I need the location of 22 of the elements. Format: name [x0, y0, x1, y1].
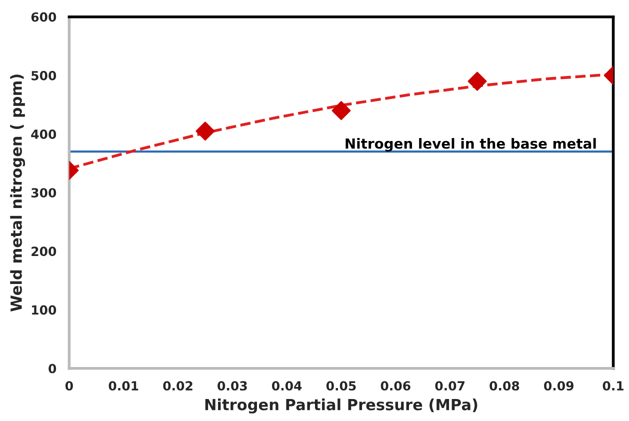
x-axis-title: Nitrogen Partial Pressure (MPa)	[205, 398, 478, 414]
x-tick-label: 0.08	[490, 381, 520, 391]
x-tick-label: 0.1	[602, 381, 624, 391]
point	[332, 101, 351, 120]
y-tick-label: 400	[31, 129, 56, 139]
x-tick-label: 0.05	[326, 381, 356, 391]
x-tick-label: 0	[65, 381, 73, 391]
y-tick-label: 200	[32, 246, 56, 256]
y-tick-label: 100	[32, 305, 56, 315]
y-tick-label: 300	[31, 188, 56, 198]
x-tick-label: 0.03	[218, 381, 247, 391]
ref-line-label: Nitrogen level in the base metal	[346, 138, 596, 152]
y-axis-title: Weld metal nitrogen ( ppm)	[10, 74, 26, 312]
x-tick-label: 0.09	[544, 381, 574, 391]
x-tick-label: 0.04	[272, 381, 302, 391]
x-tick-label: 0.01	[108, 381, 138, 391]
y-tick-label: 500	[32, 70, 56, 80]
x-tick-label: 0.06	[380, 381, 410, 391]
y-tick-label: 600	[31, 12, 56, 22]
y-tick-label: 0	[48, 364, 56, 374]
x-tick-label: 0.02	[163, 381, 192, 391]
x-tick-label: 0.07	[435, 381, 464, 391]
